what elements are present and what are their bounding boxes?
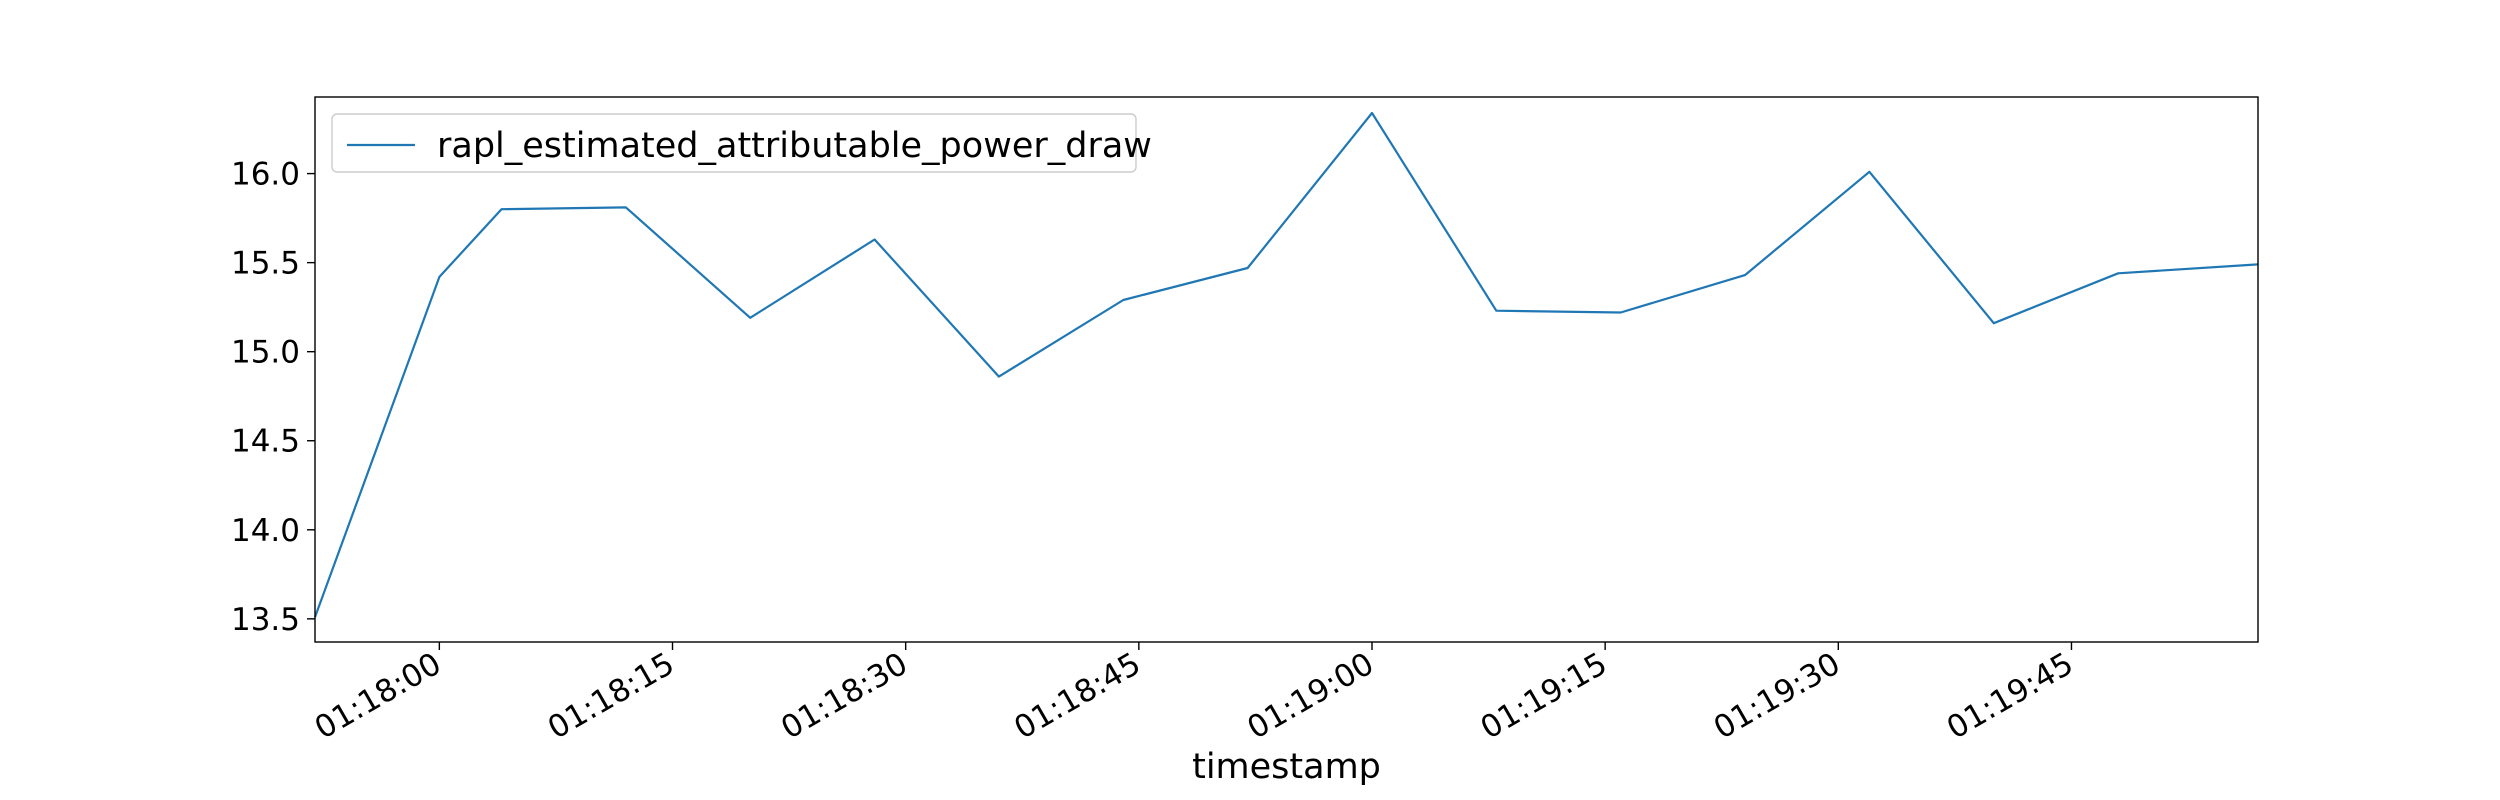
y-tick-label: 14.0 bbox=[231, 513, 300, 549]
y-tick-label: 16.0 bbox=[231, 157, 300, 193]
legend-label: rapl_estimated_attributable_power_draw bbox=[437, 126, 1152, 166]
y-tick-label: 14.5 bbox=[231, 424, 300, 460]
series-line-0 bbox=[313, 111, 2259, 618]
legend: rapl_estimated_attributable_power_draw bbox=[331, 113, 1152, 173]
plot-area bbox=[313, 96, 2259, 643]
y-tick-label: 15.0 bbox=[231, 335, 300, 371]
y-tick-label: 15.5 bbox=[231, 246, 300, 282]
y-axis-ticks: 13.5 14.0 14.5 15.0 15.5 16.0 bbox=[231, 157, 315, 638]
legend-box bbox=[331, 113, 1137, 173]
x-axis-label: timestamp bbox=[1192, 747, 1381, 787]
plot-frame bbox=[314, 96, 2259, 643]
y-tick-label: 13.5 bbox=[231, 602, 300, 638]
